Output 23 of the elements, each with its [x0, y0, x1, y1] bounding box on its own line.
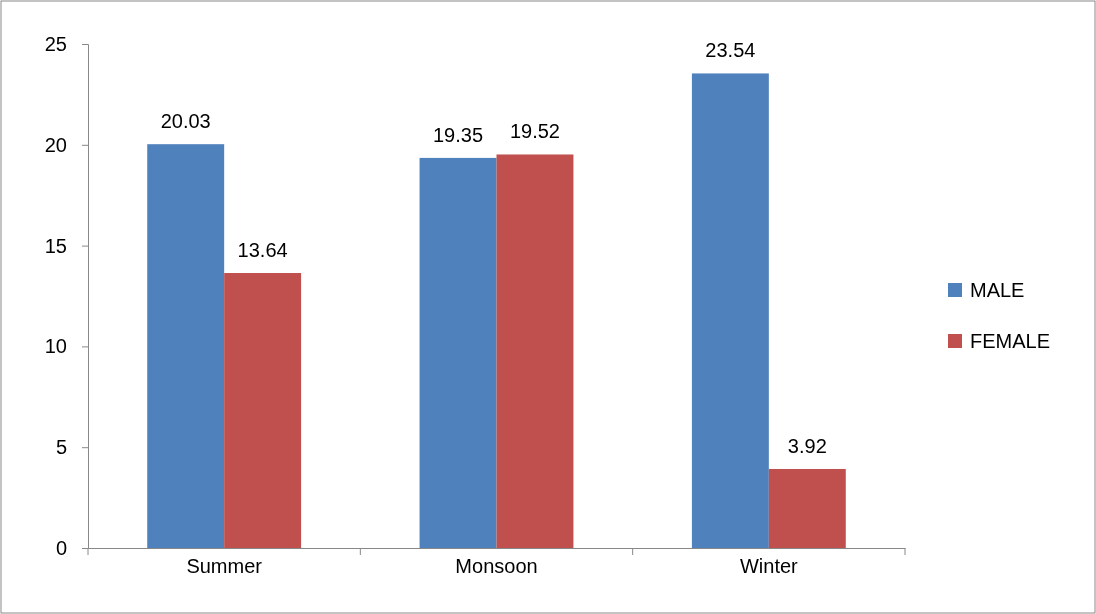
- x-tick-label: Summer: [186, 555, 263, 577]
- bar: [496, 154, 574, 548]
- x-tick-label: Winter: [739, 555, 799, 577]
- legend-label: MALE: [970, 279, 1025, 301]
- data-label: 19.35: [433, 123, 484, 146]
- y-tick-label: 0: [55, 536, 67, 559]
- bar: [691, 73, 769, 548]
- data-label: 13.64: [237, 239, 288, 262]
- data-label: 20.03: [160, 110, 211, 133]
- data-label: 23.54: [705, 39, 756, 62]
- data-label: 19.52: [509, 120, 560, 143]
- y-tick-label: 5: [55, 436, 67, 459]
- data-label: 3.92: [787, 434, 827, 457]
- bar: [224, 273, 302, 548]
- bar: [419, 157, 497, 548]
- x-tick-label: Monsoon: [455, 555, 538, 577]
- y-tick-label: 10: [44, 335, 67, 358]
- bar: [147, 144, 225, 548]
- y-tick-label: 15: [44, 234, 67, 257]
- legend-label: FEMALE: [970, 330, 1051, 352]
- bar: [768, 468, 846, 548]
- y-tick-label: 20: [44, 133, 67, 156]
- y-tick-label: 25: [44, 32, 67, 55]
